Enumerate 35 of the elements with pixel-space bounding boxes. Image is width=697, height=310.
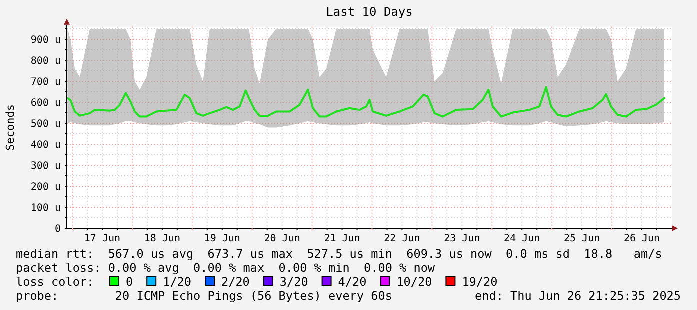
x-tick-label: 22 Jun <box>384 234 420 244</box>
x-tick-label: 26 Jun <box>624 234 660 244</box>
y-tick-label: 500 u <box>30 119 61 130</box>
y-tick-label: 300 u <box>30 161 61 172</box>
x-tick-label: 23 Jun <box>444 234 480 244</box>
y-tick-label: 700 u <box>30 77 61 88</box>
x-tick-label: 17 Jun <box>84 234 121 244</box>
text: probe: 20 ICMP Echo Pings (56 Bytes) every 60s <box>16 289 392 303</box>
text: median rtt: 567.0 us avg 673.7 us max 527.5 us min 609.3 us now 0.0 ms sd 18.8 am/s <box>16 247 662 261</box>
text: 19/20 <box>462 275 498 289</box>
text: loss color: <box>16 275 94 289</box>
text: 0 <box>126 275 134 289</box>
text: end: Thu Jun 26 21:25:35 2025 <box>475 289 681 303</box>
text: 1/20 <box>163 275 192 289</box>
x-tick-label: 25 Jun <box>564 234 600 244</box>
x-tick-label: 18 Jun <box>144 234 180 244</box>
line-series <box>66 86 666 118</box>
y-tick-label: 0 <box>54 224 61 235</box>
y-tick-label: 800 u <box>30 56 61 67</box>
chart-title: Last 10 Days <box>326 5 413 19</box>
text: 2/20 <box>222 275 250 289</box>
y-tick-label: 100 u <box>30 203 61 214</box>
x-tick-label: 21 Jun <box>324 234 360 244</box>
x-tick-label: 19 Jun <box>204 234 240 244</box>
text: 10/20 <box>396 275 432 289</box>
y-tick-label: 400 u <box>30 140 61 151</box>
y-axis-title: Seconds <box>4 104 17 151</box>
text: 3/20 <box>280 275 308 289</box>
x-tick-label: 24 Jun <box>504 234 540 244</box>
text: 4/20 <box>338 275 367 289</box>
y-tick-label: 600 u <box>30 98 61 109</box>
y-tick-label: 900 u <box>30 35 61 46</box>
x-tick-label: 20 Jun <box>264 234 300 244</box>
y-tick-label: 200 u <box>30 182 61 193</box>
text: packet loss: 0.00 % avg 0.00 % max 0.00 % min 0.00 % now <box>16 261 436 275</box>
